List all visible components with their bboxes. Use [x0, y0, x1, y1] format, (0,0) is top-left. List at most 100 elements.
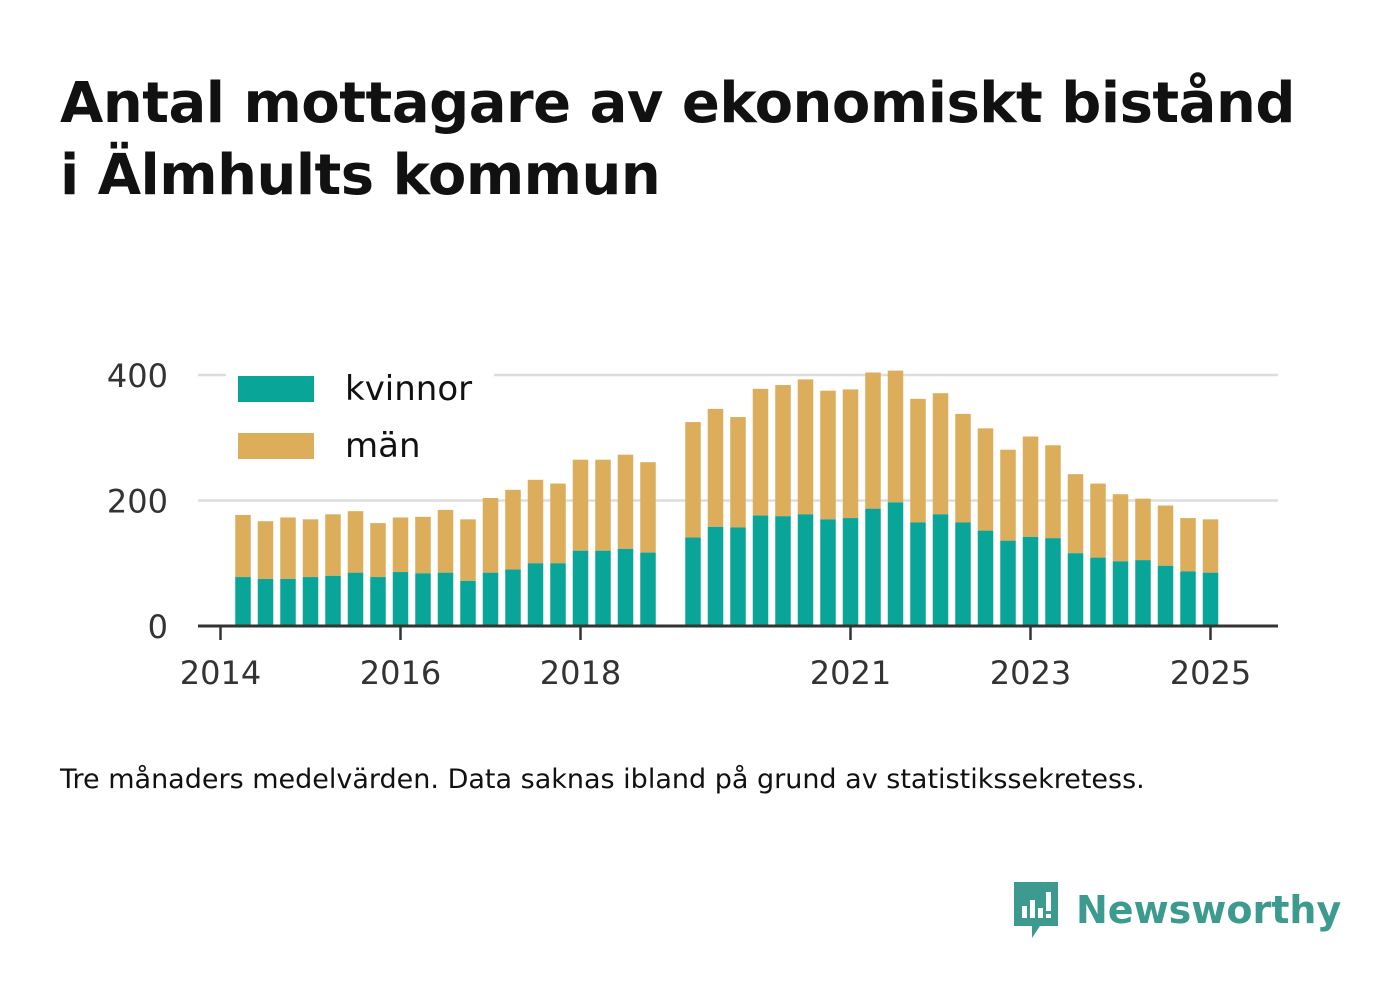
- bar-kvinnor-31: [955, 522, 971, 626]
- bar-kvinnor-12: [505, 569, 521, 626]
- bar-man-6: [370, 523, 386, 578]
- bar-man-13: [527, 479, 544, 564]
- chart-title: Antal mottagare av ekonomiskt bistånd i …: [60, 68, 1340, 212]
- bar-man-28: [887, 370, 904, 503]
- bar-man-41: [1180, 518, 1196, 572]
- bar-kvinnor-34: [1022, 536, 1039, 626]
- bar-man-16: [595, 459, 611, 551]
- bar-kvinnor-7: [392, 572, 409, 626]
- bar-man-32: [977, 428, 994, 531]
- bar-kvinnor-29: [910, 522, 926, 626]
- legend-swatch-kvinnor: [238, 376, 314, 402]
- y-tick-label-400: 400: [107, 357, 168, 395]
- bar-man-38: [1112, 494, 1129, 562]
- bar-man-25: [820, 390, 836, 520]
- bar-man-27: [865, 372, 881, 509]
- bar-man-24: [797, 379, 814, 515]
- bar-kvinnor-4: [325, 575, 341, 626]
- x-tick-label-2016: 2016: [360, 654, 441, 692]
- bar-man-8: [415, 516, 431, 574]
- bar-man-37: [1090, 483, 1106, 558]
- bar-man-1: [257, 521, 274, 579]
- bar-man-20: [707, 408, 724, 527]
- legend-label-kvinnor: kvinnor: [345, 369, 472, 409]
- bar-man-14: [550, 483, 566, 564]
- bar-kvinnor-26: [842, 518, 859, 626]
- brand-logo[interactable]: Newsworthy: [1010, 878, 1341, 942]
- bar-kvinnor-10: [460, 580, 476, 626]
- bar-kvinnor-11: [482, 572, 499, 626]
- bar-man-23: [775, 385, 791, 517]
- newsworthy-logo-icon: [1014, 882, 1058, 938]
- bar-kvinnor-21: [730, 527, 746, 626]
- bar-man-7: [392, 517, 409, 573]
- bar-man-26: [842, 389, 859, 519]
- bar-kvinnor-23: [775, 516, 791, 626]
- bar-man-19: [685, 422, 701, 538]
- bar-kvinnor-15: [572, 550, 589, 626]
- bar-man-15: [572, 459, 589, 551]
- bar-man-12: [505, 489, 521, 570]
- bar-man-3: [302, 519, 319, 578]
- bar-man-30: [932, 393, 949, 515]
- bar-kvinnor-2: [280, 578, 296, 626]
- bar-kvinnor-30: [932, 514, 949, 626]
- bar-man-34: [1022, 436, 1039, 537]
- bar-man-31: [955, 413, 971, 523]
- bar-kvinnor-9: [437, 572, 454, 626]
- bar-kvinnor-3: [302, 577, 319, 626]
- bar-kvinnor-37: [1090, 557, 1106, 626]
- bar-kvinnor-0: [235, 577, 251, 626]
- bar-kvinnor-41: [1180, 571, 1196, 626]
- bar-kvinnor-6: [370, 577, 386, 626]
- bar-man-9: [437, 509, 454, 573]
- bar-man-17: [617, 454, 634, 549]
- bar-kvinnor-16: [595, 550, 611, 626]
- brand-name: Newsworthy: [1076, 888, 1342, 932]
- x-tick-label-2021: 2021: [810, 654, 891, 692]
- bar-kvinnor-25: [820, 519, 836, 626]
- bar-kvinnor-13: [527, 563, 544, 626]
- footnote: Tre månaders medelvärden. Data saknas ib…: [60, 764, 1145, 795]
- bar-man-36: [1067, 474, 1084, 554]
- bar-kvinnor-39: [1135, 560, 1151, 626]
- bar-kvinnor-24: [797, 514, 814, 626]
- bar-man-0: [235, 514, 251, 578]
- bar-man-5: [347, 511, 364, 573]
- bar-kvinnor-22: [752, 515, 769, 626]
- bar-kvinnor-27: [865, 508, 881, 626]
- legend-label-män: män: [345, 426, 421, 466]
- x-tick-label-2018: 2018: [540, 654, 621, 692]
- bar-kvinnor-28: [887, 502, 904, 626]
- x-tick-label-2023: 2023: [990, 654, 1071, 692]
- bar-man-10: [460, 519, 476, 581]
- bar-man-18: [640, 462, 656, 553]
- bar-kvinnor-42: [1202, 572, 1219, 626]
- bar-kvinnor-33: [1000, 540, 1016, 626]
- title-line-1: Antal mottagare av ekonomiskt bistånd: [60, 71, 1295, 136]
- bar-kvinnor-32: [977, 530, 994, 626]
- bar-man-33: [1000, 449, 1016, 541]
- bar-kvinnor-38: [1112, 561, 1129, 626]
- bar-man-11: [482, 497, 499, 573]
- x-tick-label-2025: 2025: [1170, 654, 1251, 692]
- title-line-2: i Älmhults kommun: [60, 143, 661, 208]
- bar-kvinnor-19: [685, 537, 701, 626]
- bar-man-21: [730, 417, 746, 528]
- y-tick-label-200: 200: [107, 483, 168, 521]
- bar-kvinnor-1: [257, 578, 274, 626]
- bar-kvinnor-17: [617, 548, 634, 626]
- bar-kvinnor-8: [415, 573, 431, 626]
- bar-kvinnor-40: [1157, 565, 1174, 626]
- bar-man-40: [1157, 505, 1174, 566]
- bar-kvinnor-36: [1067, 553, 1084, 626]
- x-tick-label-2014: 2014: [180, 654, 261, 692]
- bar-kvinnor-20: [707, 526, 724, 626]
- bar-kvinnor-14: [550, 563, 566, 626]
- bar-man-39: [1135, 498, 1151, 561]
- bar-man-4: [325, 514, 341, 576]
- y-tick-label-0: 0: [148, 608, 168, 646]
- bar-kvinnor-18: [640, 552, 656, 626]
- bar-man-22: [752, 388, 769, 516]
